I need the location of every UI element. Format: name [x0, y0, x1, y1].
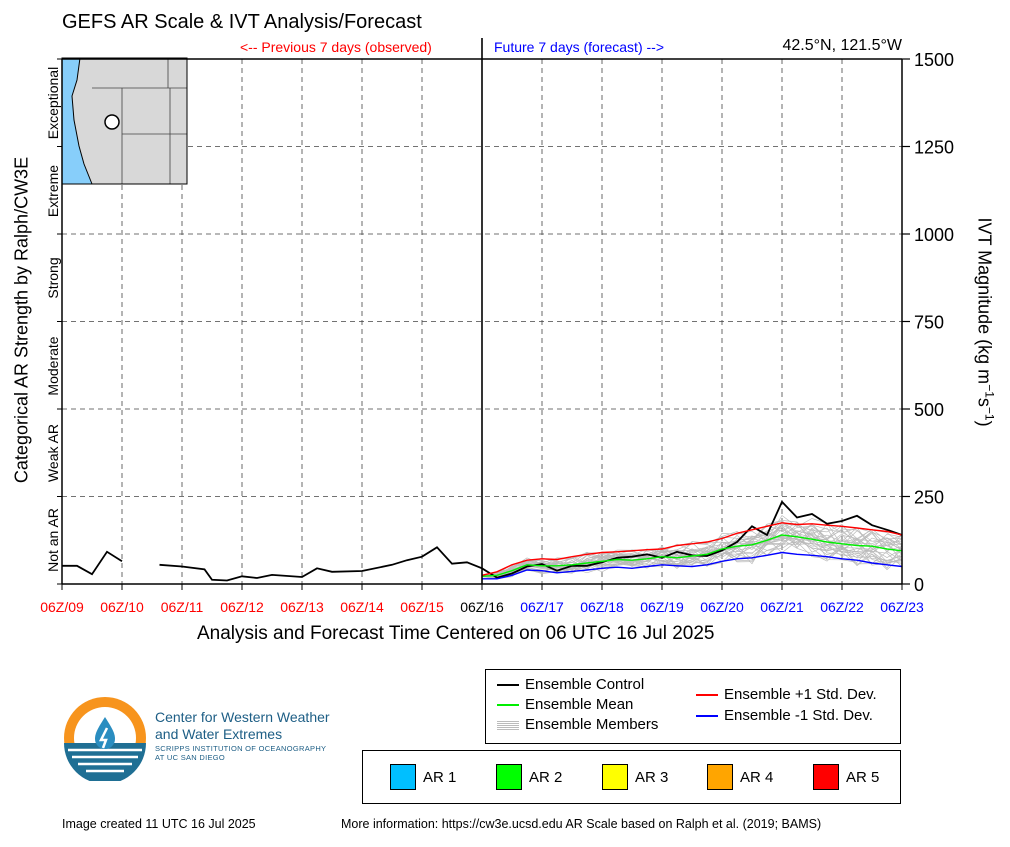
x-tick-label: 06Z/15	[400, 599, 444, 615]
chart-title: GEFS AR Scale & IVT Analysis/Forecast	[62, 11, 422, 33]
y-tick-label: 750	[914, 313, 944, 333]
org-name: Center for Western Weather and Water Ext…	[155, 709, 330, 743]
y-tick-label: 0	[914, 575, 924, 595]
legend-minus-sd-swatch	[696, 714, 718, 717]
series-legend: Ensemble Control Ensemble Mean Ensemble …	[485, 669, 901, 744]
ensemble-member-line	[481, 523, 903, 577]
ar-1-swatch	[390, 764, 416, 790]
legend-minus-sd: Ensemble -1 Std. Dev.	[696, 707, 873, 724]
x-tick-label: 06Z/09	[40, 599, 84, 615]
ar-scale-item-2: AR 2	[496, 764, 562, 790]
control-series-line	[62, 550, 123, 576]
series	[62, 500, 903, 582]
y-tick-label: 250	[914, 488, 944, 508]
legend-mean-label: Ensemble Mean	[525, 696, 634, 713]
legend-members: Ensemble Members	[497, 716, 658, 733]
org-name-line-1: Center for Western Weather	[155, 709, 330, 725]
x-tick-label: 06Z/12	[220, 599, 264, 615]
ar-5-swatch	[813, 764, 839, 790]
ar-scale-item-5: AR 5	[813, 764, 879, 790]
ar-2-label: AR 2	[529, 768, 563, 786]
image-created-note: Image created 11 UTC 16 Jul 2025	[62, 817, 256, 831]
y-tick-label: 1500	[914, 50, 954, 70]
ar-3-swatch	[602, 764, 628, 790]
mean-series-line	[481, 534, 903, 577]
category-not-an-ar: Not an AR	[45, 508, 61, 572]
x-tick-label: 06Z/22	[820, 599, 864, 615]
x-tick-label: 06Z/19	[640, 599, 684, 615]
logo-water	[64, 743, 146, 781]
location-marker	[104, 114, 120, 130]
control-series-line	[159, 500, 903, 582]
ar-scale-legend: AR 1 AR 2 AR 3 AR 4 AR 5	[362, 750, 901, 804]
x-tick-label: 06Z/10	[100, 599, 144, 615]
future-days-label: Future 7 days (forecast) -->	[494, 39, 665, 55]
x-tick-label: 06Z/21	[760, 599, 804, 615]
ar-scale-item-4: AR 4	[707, 764, 773, 790]
legend-plus-sd-label: Ensemble +1 Std. Dev.	[724, 686, 877, 703]
x-tick-label: 06Z/20	[700, 599, 744, 615]
legend-control-label: Ensemble Control	[525, 676, 645, 693]
cw3e-logo	[64, 697, 146, 781]
category-weak-ar: Weak AR	[45, 423, 61, 483]
ar-scale-item-1: AR 1	[390, 764, 456, 790]
location-coordinates: 42.5°N, 121.5°W	[782, 37, 902, 54]
inset-ocean	[62, 58, 92, 184]
ensemble-member-line	[481, 529, 903, 577]
legend-members-swatch	[497, 719, 519, 730]
axes: 0 250 500 750 1000 1250 1500 06Z/09 06Z/10 06Z/11…	[40, 38, 954, 615]
ar-scale-item-3: AR 3	[602, 764, 668, 790]
y-tick-label: 1250	[914, 138, 954, 158]
x-tick-label: 06Z/18	[580, 599, 624, 615]
y-tick-label: 1000	[914, 225, 954, 245]
grid-lines	[62, 59, 902, 584]
ensemble-member-line	[481, 525, 903, 577]
ar-4-swatch	[707, 764, 733, 790]
x-axis-title: Analysis and Forecast Time Centered on 0…	[197, 623, 715, 644]
legend-plus-sd-swatch	[696, 693, 718, 696]
ensemble-member-line	[481, 523, 903, 577]
category-extreme: Extreme	[45, 164, 61, 218]
org-affiliation-line-2: AT UC SAN DIEGO	[155, 753, 226, 762]
x-tick-label: 06Z/16	[460, 599, 504, 615]
inset-state-borders	[92, 58, 187, 184]
category-moderate: Moderate	[45, 336, 61, 396]
y-tick-label: 500	[914, 400, 944, 420]
inset-coastline	[71, 57, 93, 185]
legend-mean: Ensemble Mean	[497, 696, 633, 713]
left-axis-title: Categorical AR Strength by Ralph/CW3E	[11, 156, 32, 484]
category-exceptional: Exceptional	[45, 66, 61, 140]
ensemble-member-line	[481, 521, 903, 577]
legend-control: Ensemble Control	[497, 676, 644, 693]
ensemble-member-line	[482, 527, 903, 577]
ar-1-label: AR 1	[423, 768, 457, 786]
org-affiliation-line-1: SCRIPPS INSTITUTION OF OCEANOGRAPHY	[155, 744, 327, 753]
org-affiliation: SCRIPPS INSTITUTION OF OCEANOGRAPHY AT U…	[155, 744, 326, 762]
ar-5-label: AR 5	[846, 768, 880, 786]
legend-control-swatch	[497, 683, 519, 686]
x-tick-label: 06Z/13	[280, 599, 324, 615]
minus_sd-series-line	[482, 551, 903, 580]
category-strong: Strong	[45, 257, 61, 299]
x-tick-label: 06Z/17	[520, 599, 564, 615]
right-axis-title: IVT Magnitude (kg m−1s−1)	[974, 217, 997, 427]
legend-plus-sd: Ensemble +1 Std. Dev.	[696, 686, 877, 703]
previous-days-label: <-- Previous 7 days (observed)	[240, 39, 432, 55]
x-tick-label: 06Z/14	[340, 599, 384, 615]
x-tick-label: 06Z/11	[161, 599, 204, 615]
ar-3-label: AR 3	[635, 768, 669, 786]
plus_sd-series-line	[481, 522, 903, 576]
ensemble-member-line	[481, 527, 903, 577]
ar-2-swatch	[496, 764, 522, 790]
location-inset-map	[61, 57, 188, 185]
legend-minus-sd-label: Ensemble -1 Std. Dev.	[724, 707, 873, 724]
org-name-line-2: and Water Extremes	[155, 726, 283, 742]
ensemble-members	[481, 514, 903, 580]
legend-members-label: Ensemble Members	[525, 716, 659, 733]
x-tick-label: 06Z/23	[880, 599, 924, 615]
ar-4-label: AR 4	[740, 768, 774, 786]
legend-mean-swatch	[497, 703, 519, 706]
more-info-note: More information: https://cw3e.ucsd.edu …	[341, 817, 822, 831]
